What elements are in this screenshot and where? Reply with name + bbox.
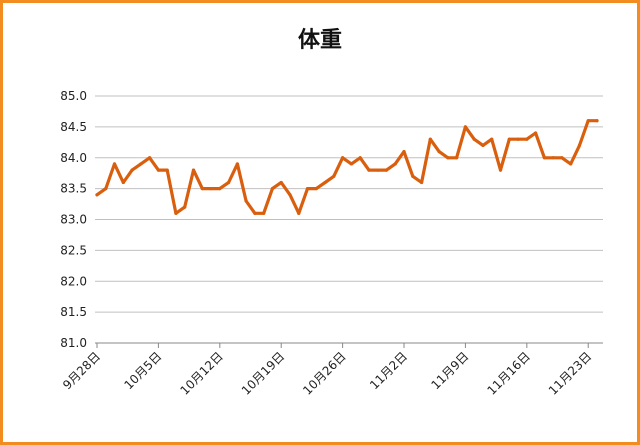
series-line [95,119,599,215]
data-point [279,180,283,185]
data-point [507,137,511,141]
x-axis-ticks: 9月28日 10月5日 10月12日 10月19日 10月26日 11月2日 11月9日 11… [60,349,594,397]
x-axis [96,343,589,348]
data-point [490,137,494,141]
x-tick-label: 11月9日 [428,349,471,392]
data-point [525,137,529,141]
data-point [314,187,318,191]
x-tick-label: 10月5日 [121,349,164,392]
data-point [104,187,108,191]
data-point [393,162,397,166]
y-tick-label: 85.0 [60,89,87,103]
x-tick-label: 10月19日 [239,349,287,397]
data-point [402,149,406,154]
data-point [463,125,468,129]
data-point [437,149,441,154]
data-point [297,211,301,215]
data-point [419,180,424,185]
data-point [112,162,117,166]
data-point [95,193,99,197]
x-tick-label: 9月28日 [60,349,103,392]
series-layer [95,119,599,215]
data-point [209,187,213,191]
data-point [542,156,546,160]
data-point [358,156,362,160]
data-point [323,180,327,185]
data-point [200,187,204,191]
x-tick-label: 11月23日 [546,349,594,397]
data-point [384,168,389,172]
data-point [130,168,134,172]
data-point [270,187,275,191]
data-point [253,211,257,215]
data-point [569,162,573,166]
data-point [191,168,196,172]
data-point [349,162,353,166]
data-point [288,193,292,197]
data-point [174,211,178,215]
data-point [262,211,266,215]
data-point [560,156,564,160]
y-gridlines [95,95,603,344]
data-point [481,143,485,147]
data-point [533,131,538,135]
data-point [376,168,380,172]
y-tick-label: 82.5 [60,243,87,257]
data-point [595,119,599,123]
y-axis-ticks: 81.0 81.5 82.0 82.5 83.0 83.5 84.0 84.5 85.0 [60,89,87,350]
data-point [165,168,169,172]
data-point [148,156,152,160]
data-point [183,205,187,209]
data-point [244,199,248,203]
data-point [156,168,161,172]
data-point [472,137,476,141]
y-tick-label: 82.0 [60,274,87,288]
data-point [446,156,450,160]
chart-title: 体重 [297,28,342,53]
data-point [235,162,239,166]
data-point [226,180,231,185]
x-tick-label: 11月16日 [484,349,532,397]
data-point [516,137,520,141]
data-point [139,162,143,166]
data-point [341,156,345,160]
x-tick-label: 11月2日 [367,349,410,392]
data-point [428,137,432,141]
y-tick-label: 83.5 [60,182,87,196]
data-point [455,156,459,160]
y-tick-label: 83.0 [60,213,87,227]
y-tick-label: 84.0 [60,151,87,165]
y-tick-label: 81.5 [60,305,87,319]
data-point [367,168,371,172]
x-tick-label: 10月12日 [177,349,225,397]
data-point [332,174,336,178]
y-tick-label: 84.5 [60,120,87,134]
data-point [577,143,582,147]
data-point [551,156,555,160]
data-point [305,187,310,191]
data-point [586,119,590,123]
data-point [218,187,222,191]
data-point [411,174,415,178]
y-tick-label: 81.0 [60,336,87,350]
data-point [498,168,503,172]
data-point [121,180,125,185]
x-tick-label: 10月26日 [300,349,348,397]
